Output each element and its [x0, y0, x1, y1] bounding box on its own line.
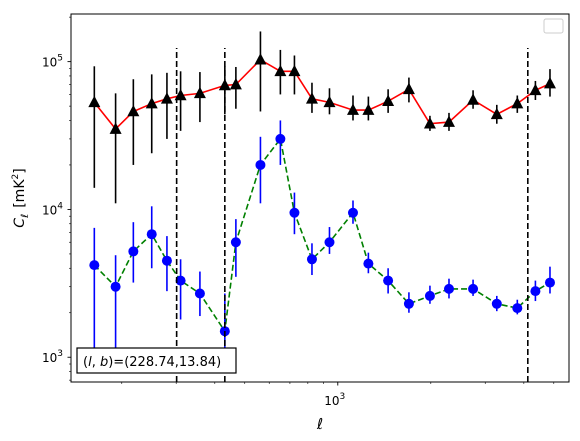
- data-point: [512, 303, 523, 314]
- data-point: [88, 95, 101, 108]
- data-point: [423, 117, 436, 129]
- data-point: [230, 237, 241, 248]
- data-point: [174, 88, 187, 101]
- tick-layer: 103 104 105 103: [42, 16, 555, 408]
- data-point: [424, 290, 435, 301]
- data-point: [468, 283, 479, 294]
- data-point: [89, 260, 100, 271]
- data-point: [146, 229, 157, 240]
- data-point: [193, 86, 206, 99]
- y-tick-label: 104: [42, 201, 63, 217]
- y-axis-label: Cℓ[mK2]: [11, 168, 31, 227]
- data-point: [323, 95, 336, 108]
- x-tick-label: 103: [324, 392, 345, 408]
- legend-box: [543, 18, 564, 34]
- data-point: [324, 237, 335, 248]
- data-point: [362, 103, 375, 115]
- data-point: [254, 53, 267, 65]
- data-point: [467, 93, 480, 105]
- annotation-box: (l, b)=(228.74,13.84): [76, 347, 237, 374]
- data-point: [109, 122, 122, 134]
- data-point: [346, 103, 359, 115]
- data-point: [175, 275, 186, 286]
- vline-layer: [175, 48, 529, 382]
- x-axis-label: ℓ: [316, 415, 323, 433]
- data-point: [145, 97, 158, 109]
- data-point: [403, 298, 414, 309]
- data-point: [530, 286, 541, 297]
- annotation-text: (l, b)=(228.74,13.84): [83, 355, 221, 370]
- data-point: [347, 207, 358, 218]
- data-point: [491, 298, 502, 309]
- data-point: [442, 115, 455, 127]
- data-point: [305, 92, 318, 104]
- data-point: [306, 254, 317, 265]
- data-point: [383, 275, 394, 286]
- data-point: [161, 255, 172, 266]
- data-point: [274, 64, 287, 77]
- data-point: [543, 77, 556, 89]
- data-point: [289, 207, 300, 218]
- plot-frame: [71, 14, 569, 382]
- data-point: [382, 94, 395, 106]
- y-tick-label: 103: [42, 349, 63, 365]
- data-point: [529, 83, 542, 96]
- data-point: [160, 92, 173, 104]
- data-point: [402, 82, 415, 95]
- data-point: [127, 104, 140, 117]
- data-point: [544, 277, 555, 288]
- series-layer: [88, 31, 556, 358]
- data-point: [229, 77, 242, 90]
- data-point: [110, 281, 121, 292]
- data-point: [255, 159, 266, 170]
- data-point: [363, 258, 374, 269]
- data-point: [288, 64, 301, 77]
- data-point: [511, 97, 524, 109]
- plot-area: 103 104 105 103: [42, 13, 570, 408]
- data-point: [128, 246, 139, 257]
- data-point: [275, 133, 286, 144]
- y-tick-label: 105: [42, 54, 63, 70]
- plot-border: [70, 13, 570, 383]
- series-1: [89, 120, 555, 358]
- data-point: [490, 107, 503, 120]
- data-point: [443, 283, 454, 294]
- data-point: [194, 288, 205, 299]
